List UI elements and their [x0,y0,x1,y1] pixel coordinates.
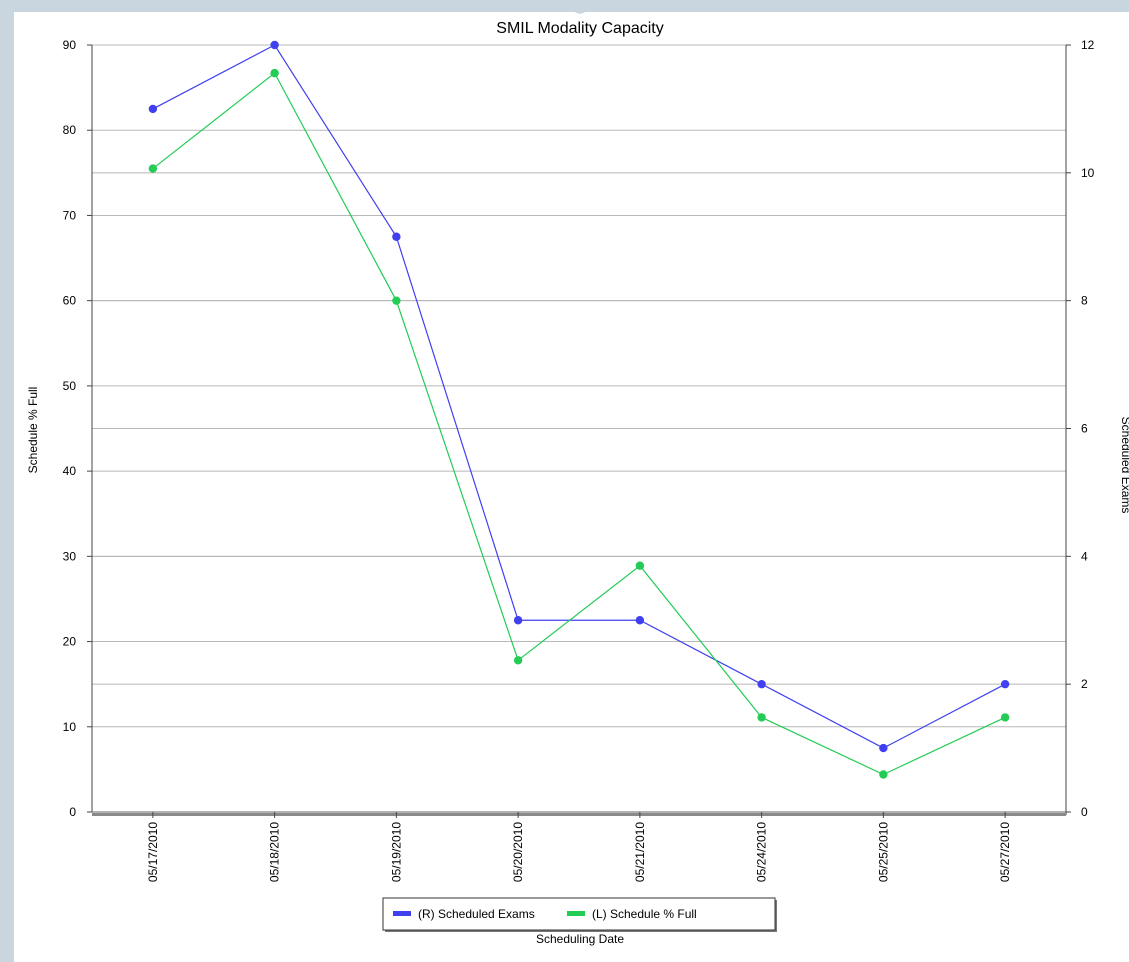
y-right-tick-label: 8 [1081,294,1088,308]
data-point [1000,679,1010,689]
x-tick-label: 05/24/2010 [755,822,769,882]
x-tick-label: 05/27/2010 [998,822,1012,882]
series-line [152,72,1006,776]
y-left-tick-label: 60 [63,294,77,308]
data-point [879,743,888,753]
y-left-tick-label: 80 [63,123,77,137]
grid [92,44,1066,728]
series-line [152,44,1006,749]
data-point [1000,713,1010,722]
data-point [635,616,645,625]
legend-label: (L) Schedule % Full [592,907,697,921]
y-left-tick-label: 30 [63,549,77,563]
data-point [757,713,766,722]
legend: (R) Scheduled Exams (L) Schedule % Full [382,897,777,932]
y-left-tick-label: 40 [63,464,77,478]
y-left-tick-label: 50 [63,379,77,393]
y-axis-left-label: Schedule % Full [26,387,40,474]
data-point [270,40,279,50]
legend-label: (R) Scheduled Exams [418,907,535,921]
data-point [635,561,645,570]
chart-title: SMIL Modality Capacity [496,20,663,37]
data-point [757,679,766,689]
y-right-tick-label: 0 [1081,805,1088,819]
x-tick-label: 05/19/2010 [389,822,403,882]
data-point [392,296,401,305]
data-point [879,770,888,779]
data-point [148,164,158,173]
y-right-tick-label: 6 [1081,422,1088,436]
x-axis-label: Scheduling Date [536,932,624,946]
x-tick-label: 05/20/2010 [511,822,525,882]
x-tick-label: 05/17/2010 [146,822,160,882]
y-left-tick-label: 70 [63,208,77,222]
legend-swatch [393,911,411,916]
y-right-tick-label: 12 [1081,38,1095,52]
y-right-tick-label: 2 [1081,677,1088,691]
y-left-tick-label: 0 [69,805,76,819]
y-axis-right-label: Scheduled Exams [1119,417,1129,514]
x-tick-label: 05/21/2010 [633,822,647,882]
y-right-tick-label: 10 [1081,166,1095,180]
data-point [392,232,401,241]
y-left-tick-label: 90 [63,38,77,52]
data-point [513,616,523,625]
top-notch [540,0,620,14]
data-point [148,104,158,114]
chart-frame [14,12,1129,962]
data-point [513,656,523,665]
y-left-tick-label: 20 [63,635,77,649]
x-axis-floor [92,813,1066,816]
y-left-tick-label: 10 [63,720,77,734]
x-tick-label: 05/18/2010 [268,822,282,882]
y-right-tick-label: 4 [1081,549,1088,563]
legend-swatch [567,911,585,916]
axes [91,45,1067,816]
tick-labels: 0 10 20 30 40 50 60 70 80 90 0 2 4 6 8 10 12 05/17/2010 05… [63,38,1095,882]
x-tick-label: 05/25/2010 [876,822,890,882]
data-point [270,68,279,78]
series-group [148,40,1010,779]
